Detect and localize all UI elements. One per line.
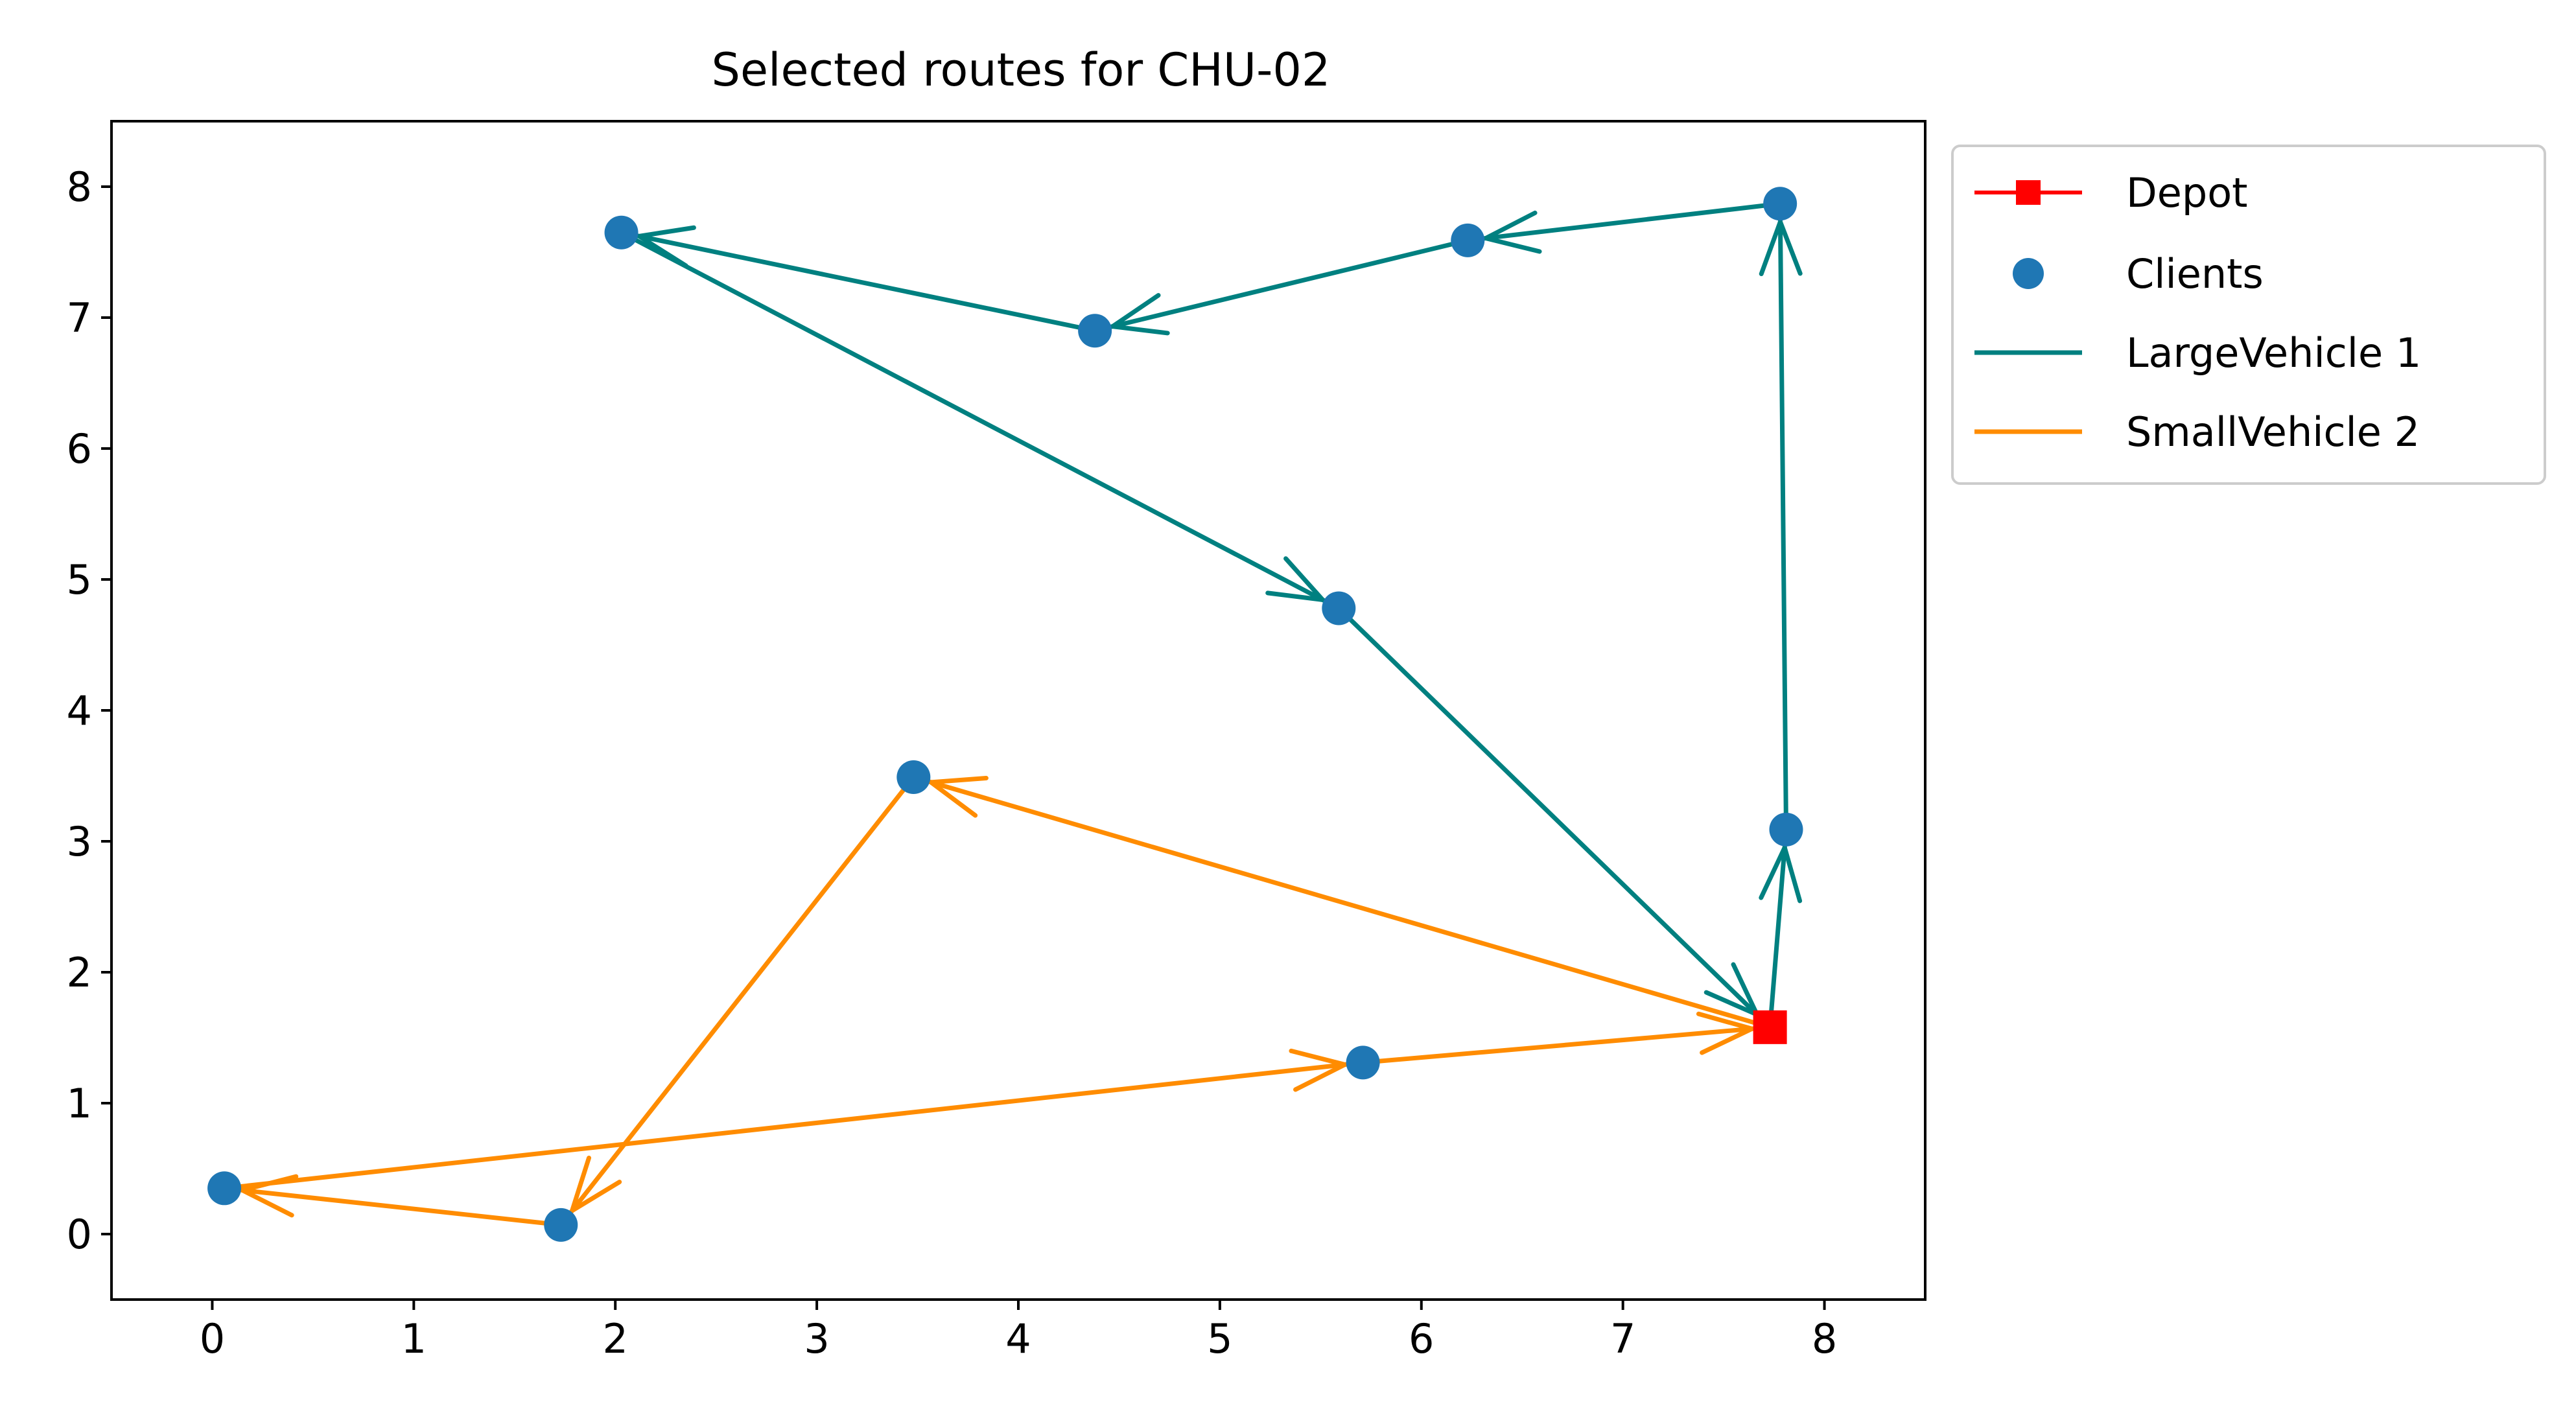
y-tick-label: 3 [67,818,92,865]
y-tick-label: 6 [67,425,92,473]
route-2-arrowhead [1289,1048,1352,1092]
route-1-segment [1777,201,1788,832]
legend-clients-marker [2013,258,2044,289]
client-point [1322,591,1356,625]
chart-title: Selected routes for CHU-02 [712,43,1331,97]
route-2-segment [911,775,1773,1030]
legend-label-depot: Depot [2126,169,2247,216]
y-tick-label: 7 [67,294,92,342]
client-point [896,760,931,795]
y-tick-label: 2 [67,949,92,996]
client-point [1451,223,1485,257]
x-tick-label: 8 [1812,1315,1837,1362]
y-tick-label: 4 [67,687,92,734]
client-point [1346,1045,1380,1080]
route-1-segment [1465,201,1783,243]
legend-label-route-2: SmallVehicle 2 [2126,408,2420,456]
route-2 [222,775,1773,1228]
route-1-segment [619,230,1341,611]
client-point [1769,812,1803,846]
y-tick-label: 0 [67,1211,92,1258]
y-tick-label: 8 [67,163,92,211]
legend-item-depot: Depot [1974,169,2247,216]
points-layer [207,187,1803,1242]
depot-marker [1753,1010,1787,1044]
route-1-arrowhead [1265,556,1329,603]
x-tick-label: 6 [1409,1315,1434,1362]
legend-frame [1951,145,2546,485]
legend-label-clients: Clients [2126,250,2264,298]
x-tick-label: 3 [804,1315,829,1362]
legend: Depot Clients LargeVehicle 1 SmallVehicl… [1951,145,2546,485]
y-tick-label: 1 [67,1080,92,1127]
route-1-arrowhead [1759,841,1803,904]
x-tick-label: 2 [602,1315,627,1362]
y-axis: 0 1 2 3 4 5 6 7 8 [67,163,111,1258]
x-tick-label: 4 [1005,1315,1031,1362]
client-point [604,215,638,250]
route-1-segment [1092,238,1470,333]
routes-layer [222,201,1803,1228]
legend-depot-marker [2016,180,2041,205]
route-2-segment [222,1185,563,1228]
x-tick-label: 0 [200,1315,225,1362]
route-1-arrowhead [1759,215,1803,277]
x-tick-label: 1 [401,1315,427,1362]
x-tick-label: 5 [1207,1315,1232,1362]
route-1 [619,201,1803,1030]
client-point [1763,187,1797,221]
route-2-segment [558,775,916,1228]
client-point [544,1208,578,1242]
route-1-arrowhead [1479,210,1542,254]
client-point [1078,314,1112,348]
y-tick-label: 5 [67,556,92,603]
route-1-segment [1768,827,1788,1030]
client-point [207,1171,242,1206]
route-2-arrowhead [1696,1011,1759,1055]
legend-item-route-2: SmallVehicle 2 [1974,408,2420,456]
route-2-arrowhead [568,1155,622,1216]
route-2-arrowhead [924,775,989,818]
legend-item-route-1: LargeVehicle 1 [1974,329,2421,377]
legend-label-route-1: LargeVehicle 1 [2126,329,2421,377]
route-1-segment [619,230,1097,333]
route-2-segment [1361,1025,1773,1065]
route-1-arrowhead [1106,293,1170,336]
plot-area [110,120,1926,1301]
route-1-segment [1336,605,1773,1030]
legend-item-clients: Clients [2013,250,2264,298]
x-axis: 0 1 2 3 4 5 6 7 8 [200,1300,1837,1362]
route-2-segment [222,1060,1366,1191]
x-tick-label: 7 [1610,1315,1635,1362]
